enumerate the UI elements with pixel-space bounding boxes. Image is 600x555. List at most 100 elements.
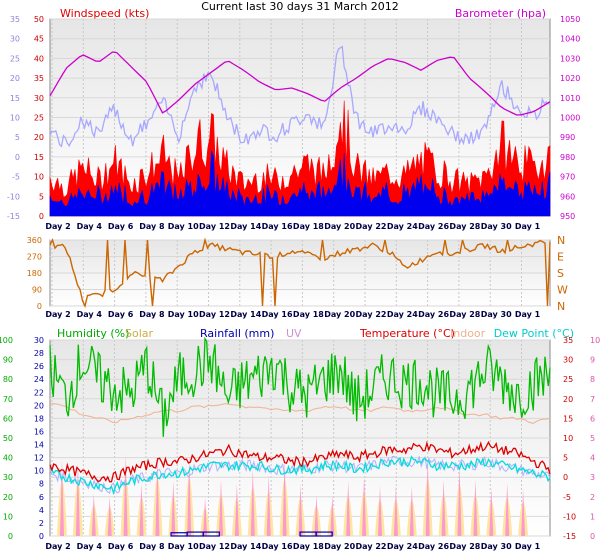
rainfall-tick: 6 bbox=[39, 493, 44, 502]
temperature-tick: -15 bbox=[563, 532, 576, 541]
chart-title: Current last 30 days 31 March 2012 bbox=[201, 0, 399, 13]
day-label: Day 2 bbox=[45, 222, 70, 231]
humidity-tick: 50 bbox=[3, 434, 13, 443]
uv-peak bbox=[203, 497, 208, 536]
day-label: Day 6 bbox=[108, 222, 134, 231]
uv-peak bbox=[505, 482, 510, 536]
day-label: Day 8 bbox=[139, 542, 165, 551]
rainfall-tick: 2 bbox=[39, 519, 44, 528]
day-label: Day 26 bbox=[418, 222, 449, 231]
rainfall-tick: 26 bbox=[34, 362, 44, 371]
day-label: Day 10 bbox=[168, 542, 199, 551]
uv-peak bbox=[171, 480, 176, 536]
temperature-tick: 35 bbox=[563, 336, 573, 345]
rainfall-tick: 16 bbox=[34, 427, 44, 436]
wind-left-tick: 35 bbox=[34, 74, 44, 83]
wind-outer-tick: -10 bbox=[7, 192, 20, 201]
barometer-tick: 970 bbox=[560, 173, 575, 182]
humidity-tick: 90 bbox=[3, 356, 13, 365]
day-label: Day 18 bbox=[293, 542, 324, 551]
wind-outer-tick: 10 bbox=[10, 114, 20, 123]
direction-tick: 0 bbox=[37, 302, 42, 311]
legend-dewpoint: Dew Point (°C) bbox=[494, 327, 574, 340]
uv-peak bbox=[107, 496, 112, 536]
day-label: Day 28 bbox=[449, 222, 480, 231]
uv-peak bbox=[330, 494, 335, 536]
day-label: Day 22 bbox=[356, 310, 387, 319]
day-label: Day 16 bbox=[262, 542, 293, 551]
barometer-tick: 1020 bbox=[560, 74, 580, 83]
day-label: Day 24 bbox=[387, 310, 418, 319]
barometer-tick: 1010 bbox=[560, 94, 580, 103]
rainfall-tick: 20 bbox=[34, 401, 44, 410]
rainfall-tick: 10 bbox=[34, 467, 44, 476]
temperature-line bbox=[49, 440, 551, 483]
day-label: Day 22 bbox=[356, 542, 387, 551]
uv-peak bbox=[473, 479, 478, 536]
uv-tick: 2 bbox=[590, 493, 595, 502]
day-label: Day 6 bbox=[108, 542, 134, 551]
wind-left-tick: 25 bbox=[34, 114, 44, 123]
wind-direction-line bbox=[49, 237, 551, 309]
uv-peak bbox=[219, 479, 223, 536]
wind-left-tick: 45 bbox=[34, 35, 44, 44]
temperature-tick: -5 bbox=[563, 493, 571, 502]
day-label: Day 8 bbox=[139, 310, 165, 319]
day-label: Day 22 bbox=[356, 222, 387, 231]
barometer-tick: 950 bbox=[560, 212, 575, 221]
uv-peak bbox=[393, 485, 398, 536]
day-label: Day 20 bbox=[324, 542, 355, 551]
wind-outer-tick: 15 bbox=[10, 94, 20, 103]
day-label: Day 16 bbox=[262, 222, 293, 231]
humidity-tick: 20 bbox=[3, 493, 13, 502]
humidity-tick: 30 bbox=[3, 473, 13, 482]
wind-left-tick: 0 bbox=[39, 212, 44, 221]
rainfall-tick: 28 bbox=[34, 349, 44, 358]
rainfall-tick: 30 bbox=[34, 336, 44, 345]
humidity-tick: 40 bbox=[3, 454, 13, 463]
barometer-tick: 1050 bbox=[560, 15, 580, 24]
legend-rainfall: Rainfall (mm) bbox=[200, 327, 274, 340]
day-label: Day 1 bbox=[515, 222, 541, 231]
uv-peak bbox=[298, 483, 303, 536]
temperature-tick: 30 bbox=[563, 356, 573, 365]
uv-peak bbox=[155, 456, 160, 536]
day-label: Day 14 bbox=[230, 542, 261, 551]
humidity-tick: 0 bbox=[8, 532, 13, 541]
temperature-tick: 15 bbox=[563, 414, 573, 423]
uv-tick: 1 bbox=[590, 512, 595, 521]
day-label: Day 16 bbox=[262, 310, 293, 319]
direction-compass-label: S bbox=[557, 267, 564, 280]
humidity-tick: 80 bbox=[3, 375, 13, 384]
rainfall-tick: 4 bbox=[39, 506, 44, 515]
uv-peak bbox=[282, 458, 287, 536]
day-label: Day 28 bbox=[449, 542, 480, 551]
wind-outer-tick: 35 bbox=[10, 15, 20, 24]
temperature-tick: 20 bbox=[563, 395, 573, 404]
rainfall-bar bbox=[315, 531, 333, 537]
rainfall-tick: 22 bbox=[34, 388, 44, 397]
humidity-tick: 70 bbox=[3, 395, 13, 404]
uv-tick: 0 bbox=[590, 532, 595, 541]
uv-peak bbox=[266, 475, 271, 536]
barometer-tick: 980 bbox=[560, 153, 575, 162]
direction-tick: 180 bbox=[27, 269, 42, 278]
uv-peak bbox=[362, 475, 367, 536]
legend-indoor: Indoor bbox=[450, 327, 486, 340]
barometer-tick: 960 bbox=[560, 192, 575, 201]
legend-temperature: Temperature (°C) bbox=[359, 327, 455, 340]
day-label: Day 20 bbox=[324, 222, 355, 231]
rainfall-tick: 8 bbox=[39, 480, 44, 489]
day-label: Day 12 bbox=[199, 222, 230, 231]
uv-peak bbox=[314, 494, 319, 536]
wind-left-tick: 40 bbox=[34, 54, 44, 63]
wind-outer-tick: 20 bbox=[10, 74, 20, 83]
day-label: Day 1 bbox=[515, 542, 541, 551]
wind-left-tick: 20 bbox=[34, 133, 44, 142]
uv-tick: 8 bbox=[590, 375, 595, 384]
day-label: Day 20 bbox=[324, 310, 355, 319]
direction-tick: 360 bbox=[27, 236, 42, 245]
uv-peak bbox=[91, 493, 96, 536]
uv-peak bbox=[409, 486, 414, 536]
legend-barometer: Barometer (hpa) bbox=[455, 7, 546, 20]
